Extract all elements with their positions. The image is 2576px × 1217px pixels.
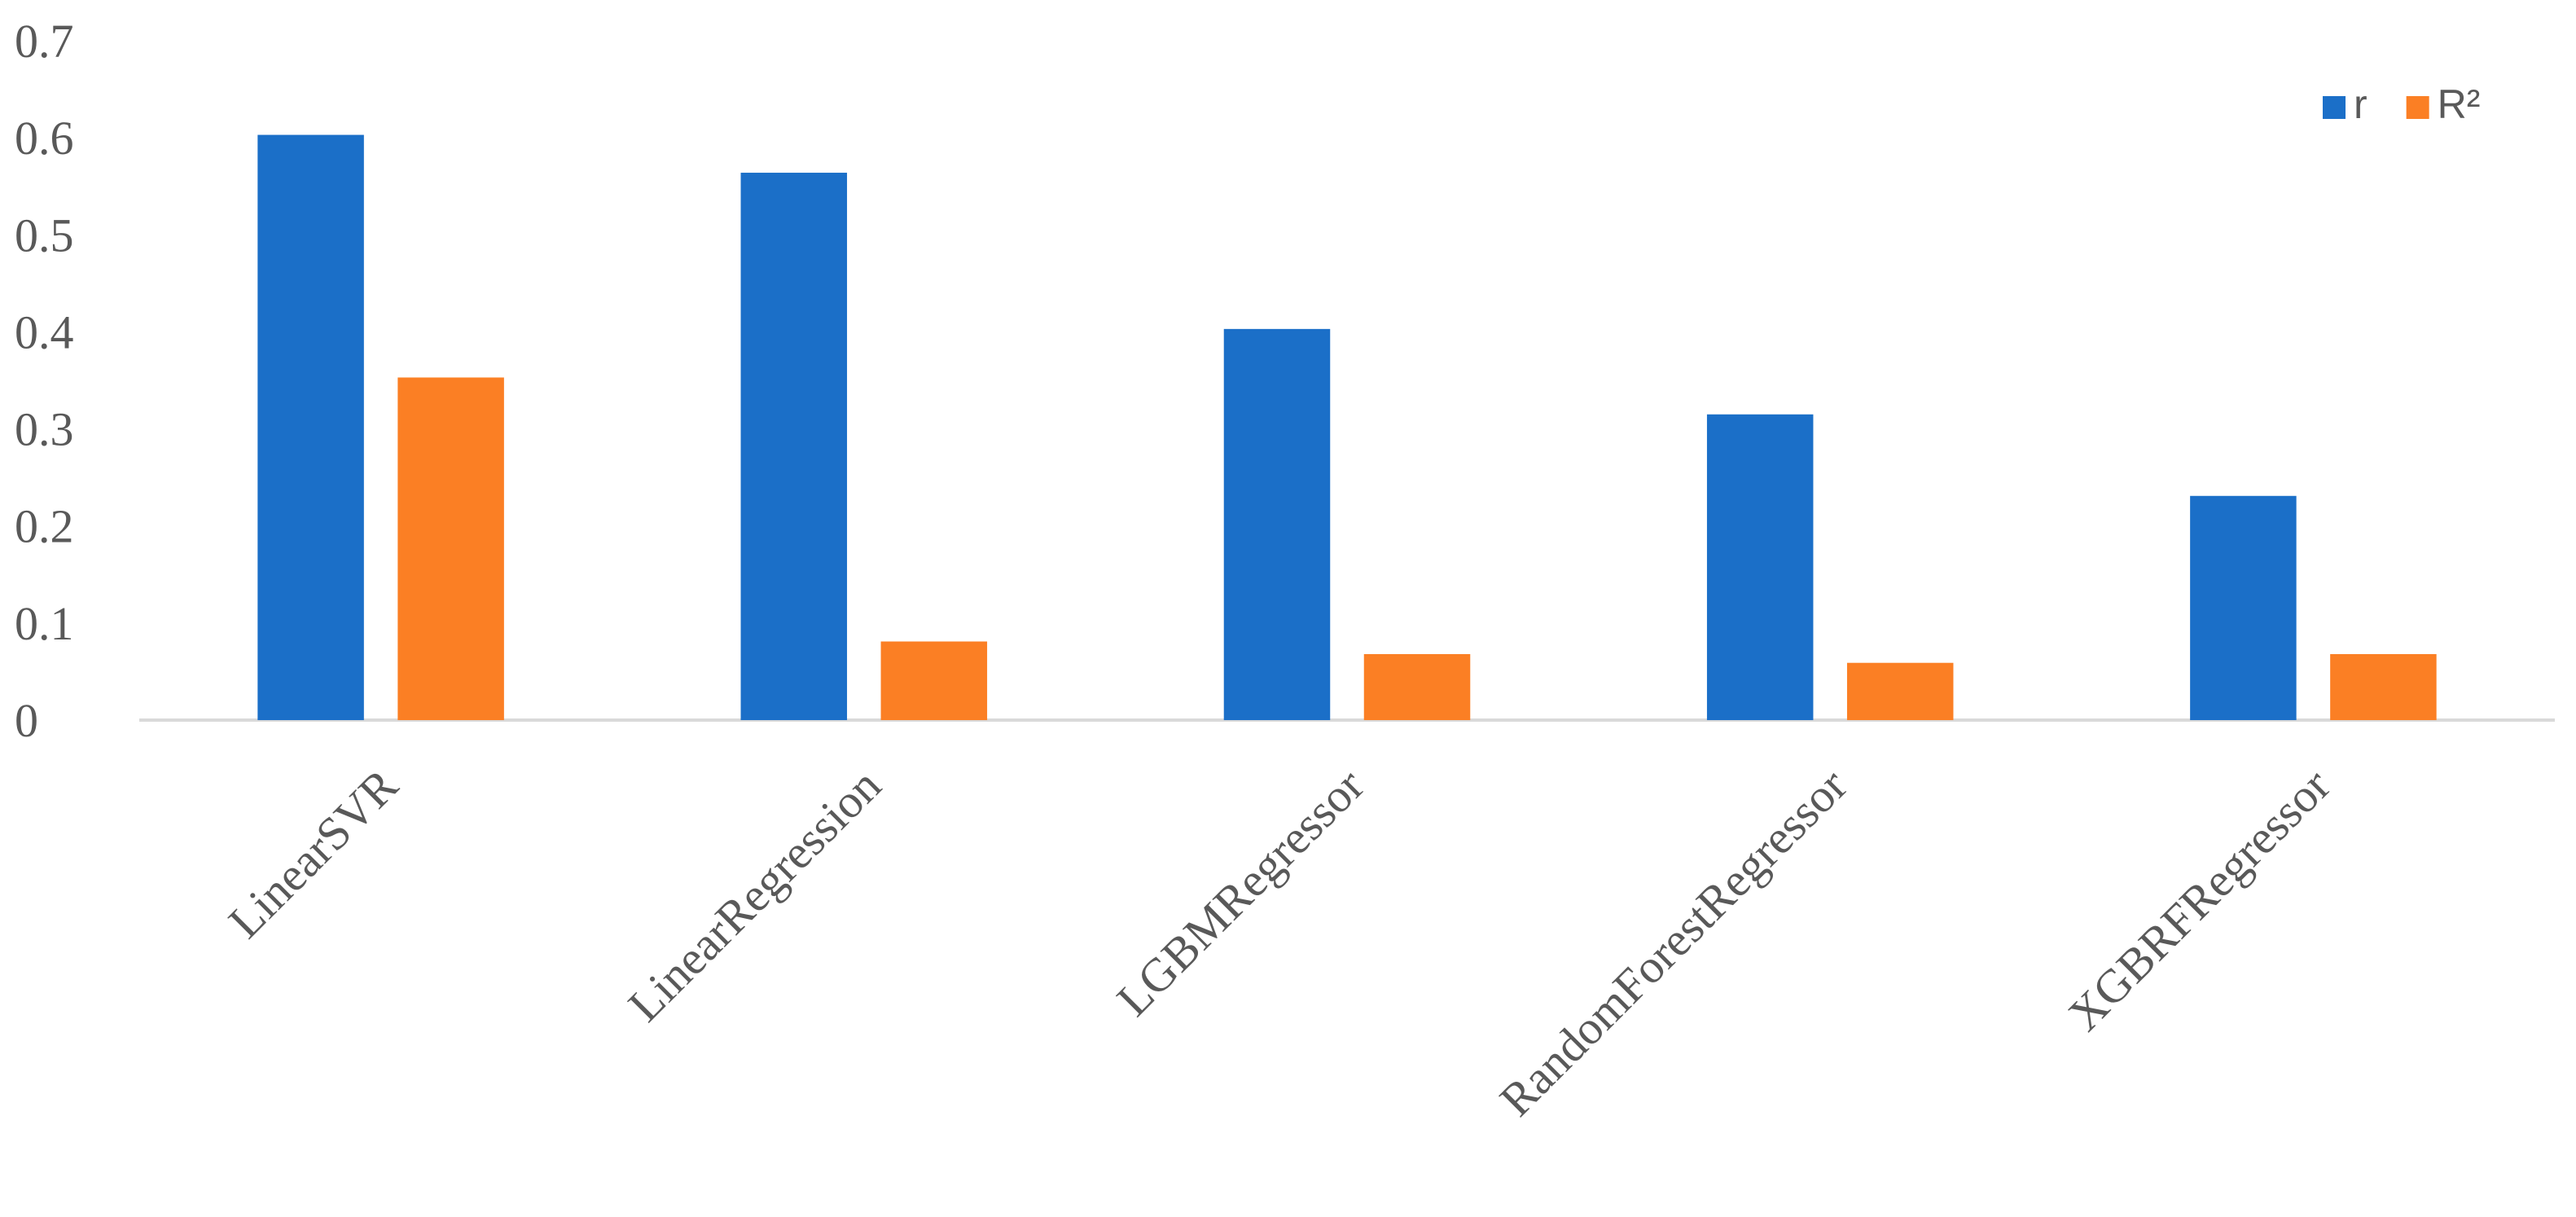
y-tick-label: 0.1: [15, 597, 74, 650]
x-tick-label: XGBRFRegressor: [2058, 758, 2341, 1041]
y-tick-label: 0.3: [15, 403, 74, 456]
legend-swatch: [2406, 96, 2429, 119]
x-tick-label: LinearRegression: [618, 758, 891, 1031]
y-tick-label: 0: [15, 694, 38, 747]
legend-label: r: [2354, 81, 2368, 127]
y-tick-label: 0.2: [15, 500, 74, 553]
x-tick-label: RandomForestRegressor: [1490, 758, 1857, 1126]
y-tick-label: 0.6: [15, 112, 74, 165]
legend-swatch: [2323, 96, 2346, 119]
bar: [2330, 653, 2437, 720]
bar: [880, 641, 988, 720]
x-tick-label: LGBMRegressor: [1107, 758, 1374, 1026]
bar: [740, 173, 848, 720]
x-tick-label: LinearSVR: [218, 758, 408, 948]
y-tick-label: 0.4: [15, 305, 74, 358]
bar: [1706, 414, 1814, 720]
bar: [397, 377, 504, 720]
legend-label: R²: [2438, 81, 2481, 127]
bar: [257, 134, 364, 720]
y-tick-label: 0.7: [15, 15, 74, 68]
bar: [1846, 662, 1954, 720]
bar: [1363, 653, 1471, 720]
bar: [1223, 328, 1331, 720]
bar: [2190, 495, 2297, 720]
y-tick-label: 0.5: [15, 209, 74, 261]
